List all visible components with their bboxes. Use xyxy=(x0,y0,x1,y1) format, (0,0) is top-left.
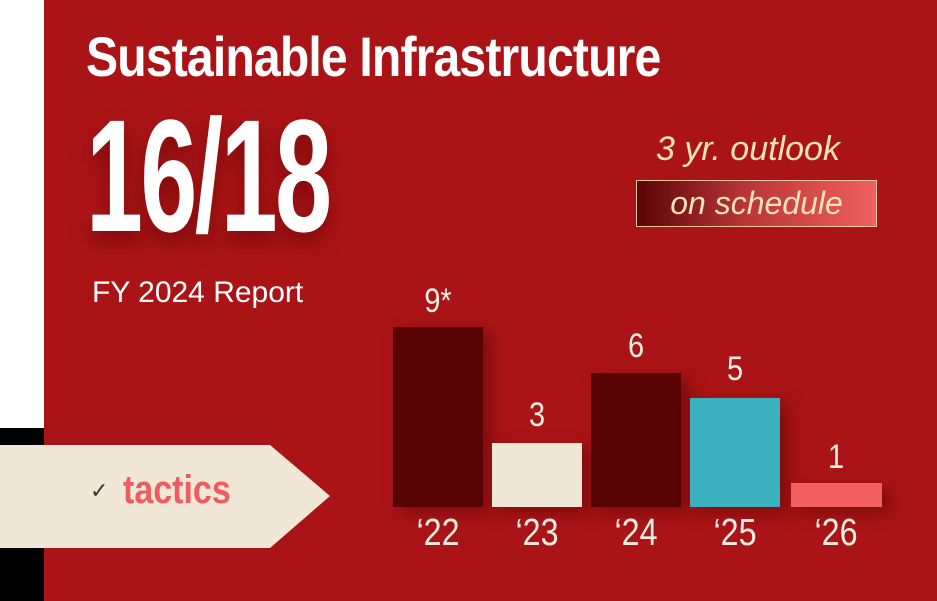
bar-value-label: 1 xyxy=(827,438,845,476)
status-badge: on schedule xyxy=(636,180,877,227)
bar-2025 xyxy=(690,398,780,507)
bar-value-label: 3 xyxy=(528,396,546,434)
category-label: ‘26 xyxy=(814,512,858,554)
bar-value-label: 9* xyxy=(424,282,452,320)
bar-2024 xyxy=(591,373,681,507)
category-label: ‘23 xyxy=(515,512,559,554)
score-value: 16/18 xyxy=(86,86,332,265)
tactics-label: tactics xyxy=(123,468,231,512)
bar-value-label: 5 xyxy=(726,350,744,388)
page-title: Sustainable Infrastructure xyxy=(86,25,661,88)
outlook-label: 3 yr. outlook xyxy=(656,130,840,168)
bar-2026 xyxy=(791,483,882,507)
tactics-tag xyxy=(0,445,330,548)
bar-2023 xyxy=(492,443,582,507)
tactics-tag-content[interactable]: ✓ tactics xyxy=(0,445,330,548)
category-label: ‘25 xyxy=(713,512,757,554)
category-label: ‘24 xyxy=(614,512,658,554)
category-label: ‘22 xyxy=(416,512,460,554)
check-icon: ✓ xyxy=(90,478,109,503)
bar-2022 xyxy=(393,327,483,507)
report-label: FY 2024 Report xyxy=(92,276,304,309)
bar-value-label: 6 xyxy=(627,327,645,365)
